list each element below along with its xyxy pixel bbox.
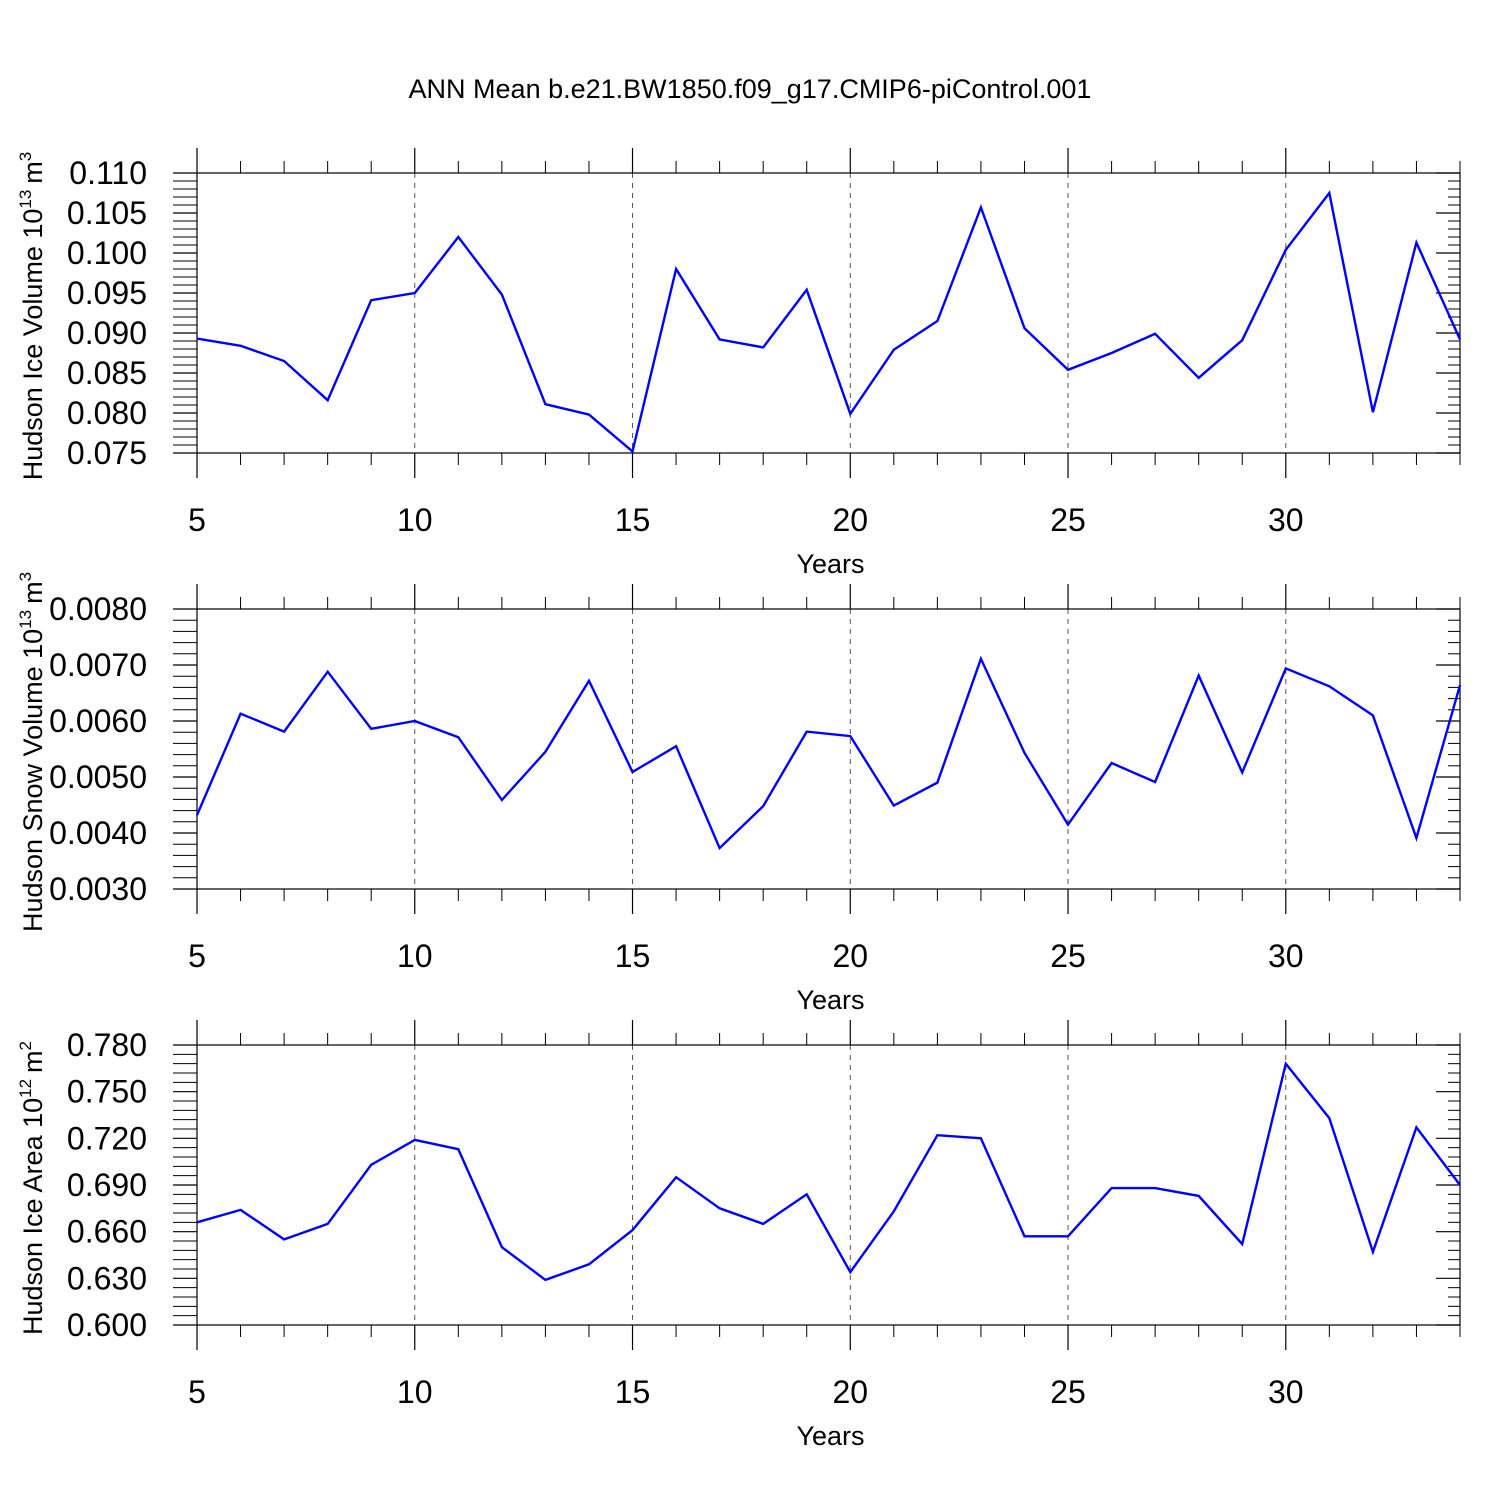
ice-volume-y-axis-label-text: Hudson Ice Volume 10 bbox=[18, 209, 48, 481]
ice-area-series-line bbox=[196, 1061, 1461, 1282]
ice-area-y-tick-label: 0.600 bbox=[67, 1307, 147, 1343]
snow-volume-y-tick-label: 0.0070 bbox=[49, 647, 147, 683]
ice-area-x-tick-label: 5 bbox=[188, 1374, 206, 1410]
snow-volume-y-axis-label-unit-exp: 3 bbox=[16, 572, 35, 581]
snow-volume-y-axis-label-exp: 13 bbox=[16, 610, 35, 629]
ice-area-y-tick-label: 0.780 bbox=[67, 1027, 147, 1063]
snow-volume-y-tick-label: 0.0030 bbox=[49, 871, 147, 907]
page-title: ANN Mean b.e21.BW1850.f09_g17.CMIP6-piCo… bbox=[408, 74, 1092, 104]
panel-ice-area: 5 10 15 20 25 30 0.600 0.630 0.660 0.690 0.720 0.75… bbox=[16, 1020, 1461, 1451]
ice-area-y-axis-label-unit: m bbox=[18, 1050, 48, 1073]
snow-volume-x-tick-label: 20 bbox=[832, 938, 868, 974]
ice-area-y-tick-label: 0.750 bbox=[67, 1074, 147, 1110]
panel-ice-volume: 5 10 15 20 25 30 0.075 0.080 0.085 0.090 0.095 0.10… bbox=[16, 148, 1462, 579]
ice-volume-y-tick-label: 0.080 bbox=[67, 395, 147, 431]
ice-volume-x-tick-label: 15 bbox=[615, 502, 651, 538]
ice-area-y-axis-label-unit-exp: 2 bbox=[16, 1041, 35, 1050]
snow-volume-x-axis-label: Years bbox=[796, 985, 864, 1015]
snow-volume-y-axis-label-text: Hudson Snow Volume 10 bbox=[18, 629, 48, 932]
ice-volume-plot-frame bbox=[196, 172, 1461, 454]
snow-volume-y-tick-label: 0.0050 bbox=[49, 759, 147, 795]
ice-area-x-tick-label: 15 bbox=[615, 1374, 651, 1410]
ice-volume-x-axis-label: Years bbox=[796, 549, 864, 579]
ice-volume-y-tick-label: 0.090 bbox=[67, 315, 147, 351]
ice-area-y-tick-label: 0.660 bbox=[67, 1214, 147, 1250]
ice-volume-series-line bbox=[196, 190, 1462, 454]
snow-volume-y-tick-label: 0.0060 bbox=[49, 703, 147, 739]
ice-volume-y-tick-label: 0.100 bbox=[67, 235, 147, 271]
ice-area-y-tick-label: 0.690 bbox=[67, 1167, 147, 1203]
ice-volume-x-tick-label: 5 bbox=[188, 502, 206, 538]
ice-area-x-tick-label: 25 bbox=[1050, 1374, 1086, 1410]
ice-volume-x-tick-label: 25 bbox=[1050, 502, 1086, 538]
snow-volume-x-tick-label: 15 bbox=[615, 938, 651, 974]
snow-volume-x-tick-label: 30 bbox=[1268, 938, 1304, 974]
ice-volume-x-tick-label: 30 bbox=[1268, 502, 1304, 538]
snow-volume-plot-frame bbox=[196, 608, 1461, 890]
ice-volume-y-axis-label: Hudson Ice Volume 1013 m3 bbox=[16, 152, 48, 481]
ice-volume-y-tick-label: 0.085 bbox=[67, 355, 147, 391]
ice-area-y-tick-label: 0.720 bbox=[67, 1120, 147, 1156]
snow-volume-y-axis-label-unit: m bbox=[18, 581, 48, 604]
snow-volume-x-tick-label: 5 bbox=[188, 938, 206, 974]
ice-area-y-tick-label: 0.630 bbox=[67, 1260, 147, 1296]
snow-volume-y-axis-label: Hudson Snow Volume 1013 m3 bbox=[16, 572, 48, 932]
ice-volume-y-axis-label-unit-exp: 3 bbox=[16, 152, 35, 161]
snow-volume-series-line bbox=[195, 655, 1462, 851]
ice-area-y-axis-label-exp: 12 bbox=[16, 1079, 35, 1098]
ice-volume-y-tick-label: 0.110 bbox=[69, 155, 147, 191]
ice-volume-y-tick-label: 0.095 bbox=[67, 275, 147, 311]
ice-area-y-axis-label: Hudson Ice Area 1012 m2 bbox=[16, 1041, 48, 1335]
ice-area-plot-frame bbox=[196, 1044, 1461, 1326]
snow-volume-y-tick-label: 0.0040 bbox=[49, 815, 147, 851]
snow-volume-y-tick-label: 0.0080 bbox=[49, 591, 147, 627]
ice-volume-y-tick-label: 0.105 bbox=[67, 195, 147, 231]
ice-volume-y-axis-label-unit: m bbox=[18, 161, 48, 184]
ice-volume-y-axis-label-exp: 13 bbox=[16, 190, 35, 209]
ice-volume-x-tick-label: 20 bbox=[832, 502, 868, 538]
ice-volume-y-tick-label: 0.075 bbox=[67, 435, 147, 471]
ice-area-x-axis-label: Years bbox=[796, 1421, 864, 1451]
ice-area-x-tick-label: 30 bbox=[1268, 1374, 1304, 1410]
ice-volume-x-tick-label: 10 bbox=[397, 502, 433, 538]
ice-area-y-axis-label-text: Hudson Ice Area 10 bbox=[18, 1098, 48, 1335]
ice-area-x-tick-label: 10 bbox=[397, 1374, 433, 1410]
snow-volume-x-tick-label: 25 bbox=[1050, 938, 1086, 974]
ice-area-x-tick-label: 20 bbox=[832, 1374, 868, 1410]
panel-snow-volume: 5 10 15 20 25 30 0.0030 0.0040 0.0050 0.0060 0.007… bbox=[16, 572, 1462, 1015]
snow-volume-x-tick-label: 10 bbox=[397, 938, 433, 974]
